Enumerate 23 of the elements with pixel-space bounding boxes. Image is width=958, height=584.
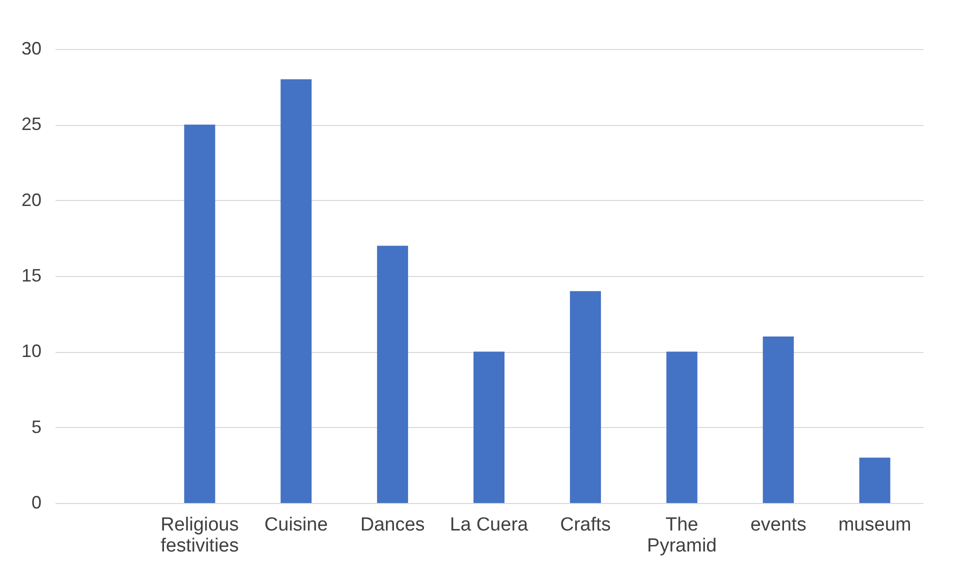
y-tick-label: 30 (21, 38, 42, 58)
x-tick-label: The Pyramid (647, 514, 717, 556)
bar (474, 352, 504, 503)
bar (280, 79, 312, 503)
y-tick-label: 10 (21, 341, 42, 362)
x-tick-label: Dances (360, 514, 425, 536)
x-tick-label: museum (838, 514, 912, 536)
bar (762, 336, 794, 503)
y-tick-label: 20 (21, 190, 42, 210)
bar (377, 246, 408, 503)
x-tick-label: Cuisine (264, 514, 328, 536)
bar (570, 291, 601, 503)
x-tick-label: Crafts (560, 514, 611, 536)
bar (184, 124, 216, 503)
bar (666, 352, 698, 503)
x-tick-label: Religious festivities (160, 514, 239, 556)
y-tick-label: 25 (21, 114, 42, 134)
bar (859, 458, 890, 503)
y-tick-label: 0 (31, 492, 42, 512)
y-tick-label: 5 (31, 416, 42, 437)
x-tick-label: La Cuera (450, 514, 529, 536)
x-tick-label: events (750, 514, 806, 536)
y-tick-label: 15 (21, 266, 42, 286)
